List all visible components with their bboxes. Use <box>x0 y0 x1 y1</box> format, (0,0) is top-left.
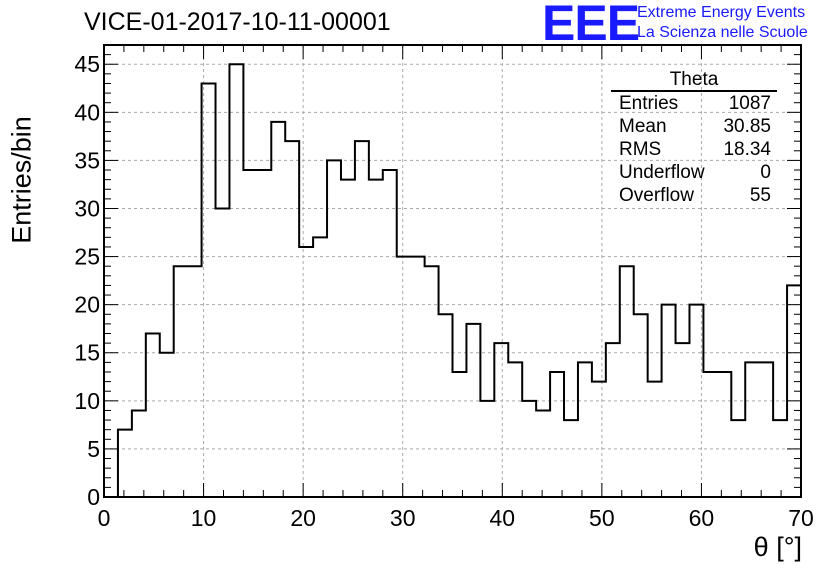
histogram-bin <box>188 266 202 497</box>
y-tick-label: 25 <box>74 244 100 270</box>
y-tick-label: 35 <box>74 147 100 173</box>
y-tick-label: 0 <box>87 484 100 510</box>
x-tick-label: 60 <box>689 505 715 531</box>
stats-label: Entries <box>619 93 679 114</box>
histogram-bin <box>243 170 257 497</box>
stats-row-rms: RMS 18.34 <box>611 138 777 161</box>
histogram-bin <box>703 372 717 497</box>
histogram-bin <box>439 314 453 497</box>
histogram-bin <box>731 420 745 497</box>
logo-text-line1: Extreme Energy Events <box>637 4 806 21</box>
y-tick-label: 40 <box>74 99 100 125</box>
y-axis-label: Entries/bin <box>6 116 37 244</box>
histogram-bin <box>522 401 536 497</box>
x-tick-label: 0 <box>98 505 111 531</box>
histogram-bin <box>634 314 648 497</box>
y-tick-label: 45 <box>74 51 100 77</box>
x-tick-label: 50 <box>589 505 615 531</box>
y-tick-label: 10 <box>74 388 100 414</box>
x-axis-label: θ [°] <box>753 532 802 562</box>
histogram-bin <box>355 141 369 497</box>
y-tick-label: 15 <box>74 340 100 366</box>
histogram-bin <box>313 237 327 497</box>
histogram-bin <box>271 122 285 497</box>
histogram-bin <box>550 372 564 497</box>
histogram-bin <box>425 266 439 497</box>
histogram-bin <box>745 362 759 497</box>
stats-label: Mean <box>619 116 667 137</box>
histogram-bin <box>118 430 132 497</box>
histogram-bin <box>285 141 299 497</box>
stats-label: Underflow <box>619 162 705 183</box>
histogram-bin <box>676 343 690 497</box>
histogram-bin <box>773 420 787 497</box>
stats-row-overflow: Overflow 55 <box>611 184 777 207</box>
stats-box: Theta Entries 1087 Mean 30.85 RMS 18.34 … <box>611 70 777 207</box>
histogram-bin <box>620 266 634 497</box>
histogram-bin <box>174 266 188 497</box>
y-axis-label-box: Entries/bin <box>4 110 40 250</box>
stats-value: 1087 <box>728 93 771 114</box>
histogram-outline <box>116 63 801 497</box>
stats-row-mean: Mean 30.85 <box>611 115 777 138</box>
stats-value: 18.34 <box>723 139 771 160</box>
x-tick-label: 20 <box>290 505 316 531</box>
histogram-bin <box>202 83 216 497</box>
stats-label: Overflow <box>619 185 694 206</box>
x-tick-label: 10 <box>191 505 217 531</box>
histogram-bin <box>411 257 425 497</box>
histogram-bin <box>466 324 480 497</box>
eee-logo: EEE <box>542 0 640 51</box>
histogram-bin <box>592 382 606 497</box>
y-tick-label: 5 <box>87 436 100 462</box>
histogram-bin <box>606 343 620 497</box>
histogram-bin <box>508 362 522 497</box>
stats-title: Theta <box>611 70 777 92</box>
x-tick-label: 70 <box>788 505 814 531</box>
histogram-bin <box>383 170 397 497</box>
histogram-bin <box>578 362 592 497</box>
chart-title: VICE-01-2017-10-11-00001 <box>84 8 391 36</box>
histogram-bin <box>648 382 662 497</box>
histogram-bin <box>453 372 467 497</box>
histogram-bin <box>369 180 383 497</box>
histogram-bin <box>160 353 174 497</box>
stats-value: 0 <box>760 162 771 183</box>
stats-label: RMS <box>619 139 662 160</box>
histogram-bin <box>397 257 411 497</box>
histogram-bin <box>257 170 271 497</box>
x-tick-label: 40 <box>489 505 515 531</box>
histogram-bin <box>327 160 341 497</box>
histogram-bin <box>480 401 494 497</box>
histogram-bin <box>662 305 676 497</box>
stats-row-underflow: Underflow 0 <box>611 161 777 184</box>
stats-row-entries: Entries 1087 <box>611 92 777 115</box>
histogram-bin <box>717 372 731 497</box>
logo-text-line2: La Scienza nelle Scuole <box>637 24 808 41</box>
histogram-bin <box>341 180 355 497</box>
x-tick-label: 30 <box>390 505 416 531</box>
histogram-bin <box>564 420 578 497</box>
histogram-bin <box>689 305 703 497</box>
plot-frame <box>103 44 802 498</box>
histogram-bin <box>536 410 550 497</box>
stats-value: 55 <box>749 185 771 206</box>
stats-value: 30.85 <box>723 116 771 137</box>
histogram-bin <box>299 247 313 497</box>
histogram-bin <box>494 343 508 497</box>
histogram-bin <box>787 285 801 497</box>
histogram-bin <box>132 410 146 497</box>
histogram-bin <box>759 362 773 497</box>
histogram-bin <box>229 64 243 497</box>
y-tick-label: 30 <box>74 195 100 221</box>
histogram-bin <box>216 208 230 497</box>
histogram-bin <box>146 334 160 497</box>
y-tick-label: 20 <box>74 292 100 318</box>
